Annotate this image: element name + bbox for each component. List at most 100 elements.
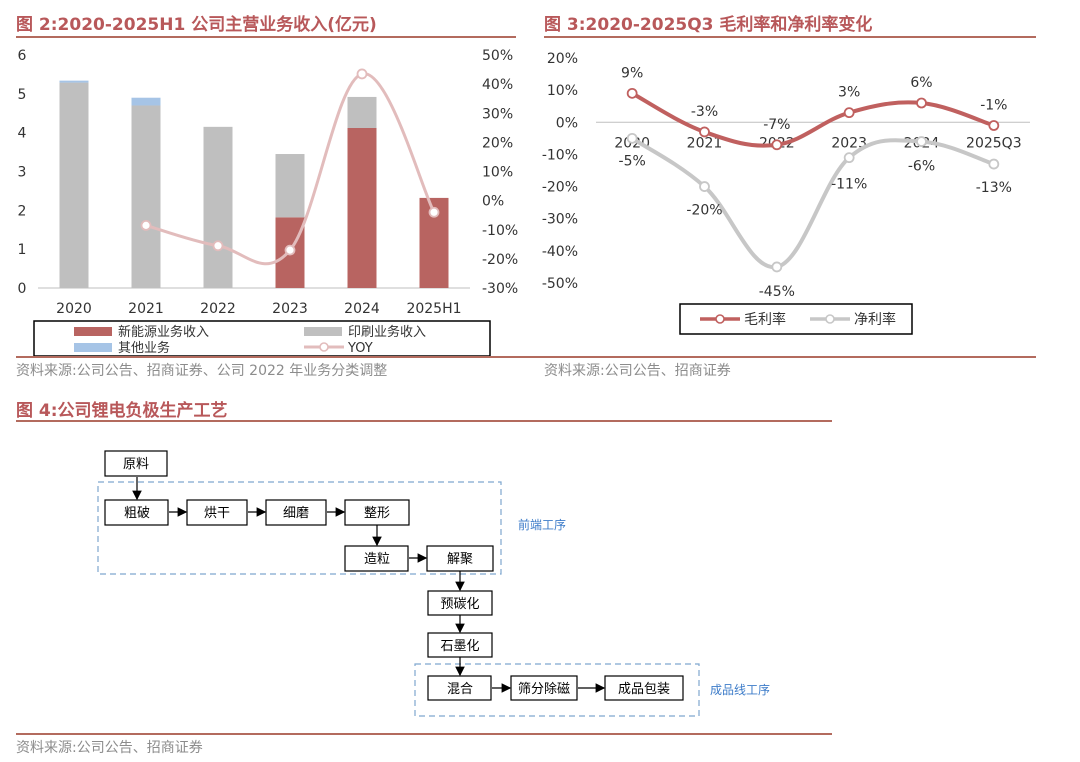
- yoy-point: [212, 240, 224, 252]
- svg-text:成品包装: 成品包装: [618, 682, 670, 697]
- svg-text:混合: 混合: [447, 682, 473, 697]
- svg-text:烘干: 烘干: [204, 506, 230, 521]
- data-point: [699, 181, 710, 192]
- fig4-source: 资料来源:公司公告、招商证券: [16, 740, 203, 756]
- margin-chart: 20%10%0%-10%-20%-30%-40%-50%202020212022…: [542, 51, 1030, 335]
- step-sieve: 筛分除磁: [510, 675, 578, 701]
- legend-item: 其他业务: [74, 340, 170, 356]
- x-tick-label: 2025Q3: [966, 135, 1022, 151]
- bar-segment: [203, 126, 233, 288]
- bar-segment: [131, 105, 161, 288]
- data-point: [916, 97, 927, 109]
- svg-text:筛分除磁: 筛分除磁: [518, 682, 570, 697]
- legend-item: 新能源业务收入: [74, 324, 209, 340]
- svg-text:造粒: 造粒: [364, 552, 390, 567]
- step-granulate: 造粒: [344, 545, 409, 572]
- legend-item: YOY: [304, 341, 373, 356]
- legend-item: 毛利率: [700, 311, 786, 328]
- data-point: [771, 261, 783, 273]
- step-dry: 烘干: [186, 499, 248, 526]
- legend-item: 净利率: [810, 311, 896, 328]
- svg-text:YOY: YOY: [347, 341, 373, 356]
- bar-segment: [59, 82, 89, 288]
- y2-tick-label: -20%: [482, 252, 518, 268]
- data-point: [626, 132, 638, 144]
- y-tick-label: -50%: [542, 276, 578, 292]
- y2-tick-label: 20%: [482, 135, 513, 151]
- data-label: -20%: [686, 203, 722, 219]
- data-label: 9%: [621, 65, 643, 81]
- y2-tick-label: -30%: [482, 281, 518, 297]
- y-tick-label: -40%: [542, 244, 578, 260]
- x-tick-label: 2024: [344, 301, 380, 317]
- y2-tick-label: 40%: [482, 77, 513, 93]
- y-tick-label: 10%: [547, 83, 578, 99]
- x-tick-label: 2021: [128, 301, 164, 317]
- step-grind: 细磨: [265, 499, 327, 526]
- data-point: [988, 120, 1000, 131]
- data-point: [699, 126, 710, 138]
- fig4-bottom-rule: [16, 733, 832, 735]
- data-point: [771, 139, 783, 151]
- front-process-group: [97, 481, 502, 575]
- bar-segment: [347, 128, 377, 288]
- data-point: [988, 158, 1000, 170]
- data-label: -5%: [619, 153, 646, 169]
- y-tick-label: 3: [18, 165, 27, 181]
- bar-segment: [131, 97, 161, 106]
- y-tick-label: 6: [18, 48, 27, 64]
- svg-text:解聚: 解聚: [447, 552, 473, 567]
- fig4-title-rule: [16, 420, 832, 422]
- data-label: 3%: [838, 85, 860, 101]
- svg-text:粗破: 粗破: [124, 506, 150, 521]
- y-tick-label: -10%: [542, 147, 578, 163]
- svg-text:细磨: 细磨: [283, 506, 309, 521]
- data-label: -45%: [759, 284, 795, 300]
- step-mix: 混合: [427, 675, 492, 701]
- y2-tick-label: 0%: [482, 194, 504, 210]
- revenue-chart: 6 5 4 3 2 1 0 50% 40% 30% 20% 10% 0% -10% -20% -30% 2020…: [18, 48, 518, 357]
- svg-text:净利率: 净利率: [854, 311, 896, 328]
- data-label: -13%: [976, 180, 1012, 196]
- y-tick-label: 5: [18, 87, 27, 103]
- svg-text:毛利率: 毛利率: [744, 311, 786, 328]
- finish-process-group: [414, 663, 700, 717]
- data-label: -7%: [763, 117, 790, 133]
- data-label: -6%: [908, 159, 935, 175]
- data-label: 6%: [910, 75, 932, 91]
- step-pack: 成品包装: [604, 675, 684, 701]
- data-point: [843, 152, 855, 164]
- yoy-point: [428, 206, 440, 218]
- x-tick-label: 2025H1: [406, 301, 461, 317]
- y2-tick-label: -10%: [482, 223, 518, 239]
- svg-text:新能源业务收入: 新能源业务收入: [118, 324, 209, 340]
- step-raw: 原料: [104, 450, 168, 477]
- step-crush: 粗破: [104, 499, 169, 526]
- bar-segment: [275, 154, 305, 218]
- data-label: -1%: [980, 98, 1007, 114]
- step-precarbonize: 预碳化: [427, 590, 493, 616]
- legend: 毛利率 净利率: [679, 303, 913, 335]
- x-tick-label: 2022: [200, 301, 236, 317]
- step-shape: 整形: [344, 499, 410, 526]
- finish-process-label: 成品线工序: [710, 682, 770, 697]
- y-tick-label: -30%: [542, 212, 578, 228]
- process-flow-diagram: 前端工序 成品线工序 原料 粗破 烘干 细磨 整形 造粒 解聚 预碳化 石墨化 …: [97, 450, 770, 717]
- fig2-title: 图 2:2020-2025H1 公司主营业务收入(亿元): [16, 15, 377, 35]
- bar-segment: [347, 96, 377, 129]
- y-tick-label: 1: [18, 242, 27, 258]
- step-graphitize: 石墨化: [427, 632, 493, 658]
- fig2-source: 资料来源:公司公告、招商证券、公司 2022 年业务分类调整: [16, 363, 388, 379]
- y-tick-label: 4: [18, 126, 27, 142]
- svg-text:印刷业务收入: 印刷业务收入: [348, 324, 426, 340]
- front-process-label: 前端工序: [518, 517, 566, 532]
- fig2-title-rule: [16, 36, 516, 38]
- data-point: [843, 107, 855, 119]
- step-depolymerize: 解聚: [426, 545, 494, 572]
- fig3-title: 图 3:2020-2025Q3 毛利率和净利率变化: [544, 15, 873, 35]
- data-label: -11%: [831, 177, 867, 193]
- x-tick-label: 2021: [687, 135, 723, 151]
- y2-tick-label: 10%: [482, 165, 513, 181]
- fig3-source: 资料来源:公司公告、招商证券: [544, 363, 731, 379]
